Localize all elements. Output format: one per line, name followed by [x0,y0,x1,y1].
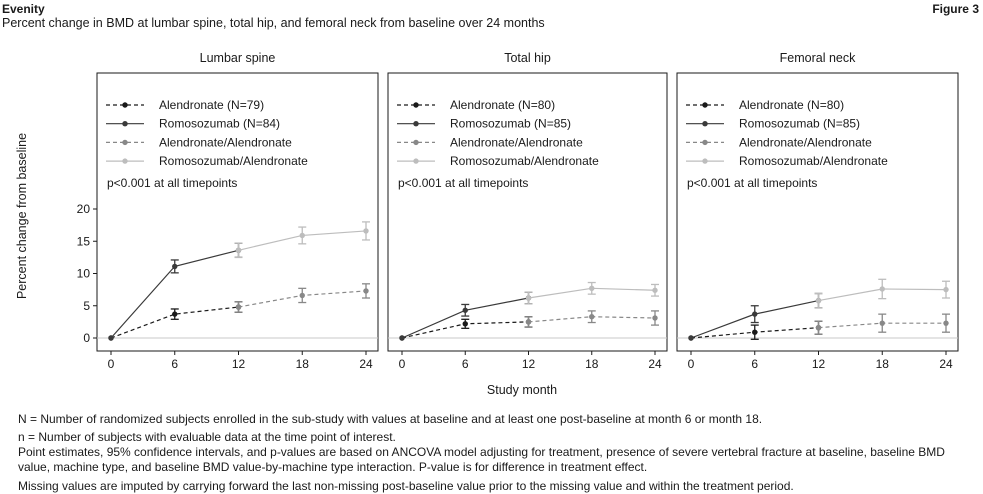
panel-title: Lumbar spine [200,51,276,65]
legend-marker [413,102,419,108]
footnote-3: Point estimates, 95% confidence interval… [18,445,945,474]
legend-marker [122,158,128,164]
legend-label: Romosozumab (N=84) [159,117,280,131]
romo_alen-data-point [879,286,885,292]
legend-label: Alendronate (N=80) [450,98,555,112]
legend-label: Romosozumab (N=85) [450,117,571,131]
legend-label: Alendronate/Alendronate [450,135,583,149]
brand-name: Evenity [2,2,45,16]
alen_alen-data-point [299,292,305,299]
romosozumab-data-point [752,311,758,317]
bmd-chart: Lumbar spine 0 6 12 18 24 0 5 10 15 20 Alendronate … [15,51,959,397]
legend-label: Romosozumab/Alendronate [450,154,599,168]
romo_alen-data-point [235,247,242,253]
legend-marker [702,139,708,146]
alendronate-data-point [752,329,758,335]
x-tick-label: 6 [751,357,758,371]
x-axis-title: Study month [487,383,557,397]
panel-title: Total hip [504,51,551,65]
romosozumab-data-point [688,335,694,341]
legend-label: Alendronate/Alendronate [739,135,872,149]
panel-frame [96,72,379,352]
x-tick-label: 0 [399,357,406,371]
panel-title: Femoral neck [780,51,856,65]
legend-label: Romosozumab/Alendronate [159,154,308,168]
figure-number: Figure 3 [932,2,979,16]
x-tick-label: 12 [232,357,246,371]
legend-label: Romosozumab (N=85) [739,117,860,131]
footnote-4: Missing values are imputed by carrying f… [18,479,794,493]
romosozumab-data-point [172,263,178,270]
romo_alen-data-point [299,232,305,239]
alendronate-data-point [462,321,468,327]
x-tick-label: 0 [688,357,695,371]
romo_alen-data-point [943,286,949,293]
figure-subtitle: Percent change in BMD at lumbar spine, t… [2,16,545,30]
alen_alen-data-point [879,320,885,326]
panel-frame [676,72,959,352]
y-tick-label: 15 [77,234,91,248]
alen_alen-data-point [652,315,658,321]
romo_alen-data-point [363,228,369,234]
y-tick-label: 0 [83,331,90,345]
x-tick-label: 6 [171,357,178,371]
legend-label: Alendronate (N=79) [159,98,264,112]
legend-marker [702,102,708,108]
y-axis-title: Percent change from baseline [15,133,29,299]
legend-label: Romosozumab/Alendronate [739,154,888,168]
y-tick-label: 10 [77,267,91,281]
alendronate-data-point [172,311,178,317]
legend-marker [122,121,128,127]
alen_alen-data-point [589,314,595,320]
alen_alen-data-point [525,319,532,325]
p-value-annotation: p<0.001 at all timepoints [107,176,237,190]
romo_alen-data-point [815,297,822,304]
alen_alen-data-point [943,320,949,326]
x-tick-label: 24 [359,357,373,371]
footnote-2: n = Number of subjects with evaluable da… [18,430,396,444]
x-tick-label: 18 [876,357,890,371]
y-tick-label: 5 [83,299,90,313]
alen_alen-data-point [235,304,242,310]
x-tick-label: 6 [462,357,469,371]
x-tick-label: 12 [522,357,536,371]
romo_alen-data-point [525,295,532,301]
romo_alen-data-point [652,287,658,293]
footnote-1: N = Number of randomized subjects enroll… [18,412,763,426]
panel-frame [387,72,668,352]
y-tick-label: 20 [77,202,91,216]
alen_alen-data-point [363,288,369,294]
alen_alen-data-point [815,324,822,331]
legend-marker [702,158,708,164]
romo_alen-data-point [589,285,595,292]
alendronate-series-line [110,306,239,339]
x-tick-label: 18 [296,357,310,371]
legend-marker [122,102,128,108]
romosozumab-data-point [462,307,468,313]
x-tick-label: 12 [812,357,826,371]
legend-label: Alendronate/Alendronate [159,135,292,149]
legend-marker [122,139,128,146]
legend-marker [702,121,708,127]
p-value-annotation: p<0.001 at all timepoints [398,176,528,190]
p-value-annotation: p<0.001 at all timepoints [687,176,817,190]
legend-marker [413,139,419,146]
x-tick-label: 18 [585,357,599,371]
romosozumab-data-point [108,335,114,341]
x-tick-label: 24 [939,357,953,371]
legend-marker [413,158,419,164]
legend-label: Alendronate (N=80) [739,98,844,112]
x-tick-label: 0 [108,357,115,371]
x-tick-label: 24 [648,357,662,371]
romosozumab-data-point [399,335,405,341]
legend-marker [413,121,419,127]
